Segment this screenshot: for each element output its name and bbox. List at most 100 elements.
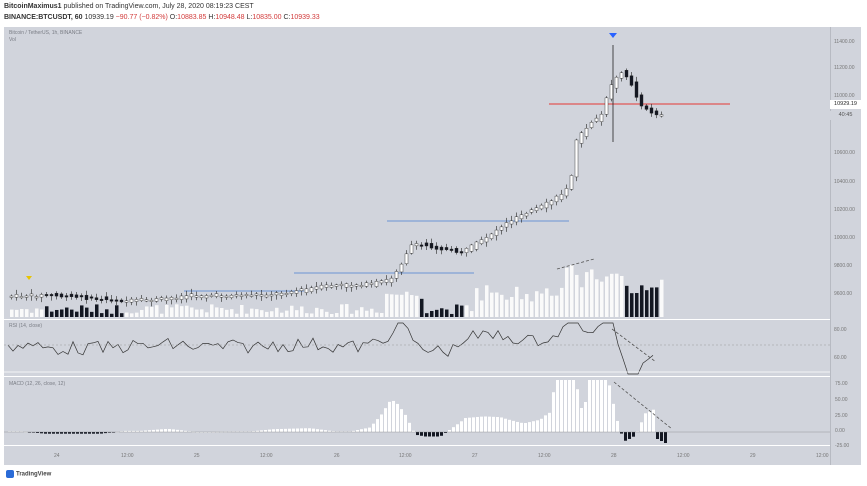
macd-histogram-bar <box>660 432 663 441</box>
price-axis[interactable]: 11400.00 11200.00 11000.00 10600.00 1040… <box>830 27 862 465</box>
volume-bar <box>630 293 634 317</box>
volume-bar <box>35 308 39 317</box>
macd-histogram-bar <box>456 424 459 432</box>
volume-bar <box>360 307 364 317</box>
volume-bar <box>410 295 414 317</box>
volume-bar <box>195 309 199 317</box>
bar-countdown: 40:45 <box>830 111 861 120</box>
candle-body <box>249 294 254 297</box>
volume-bar <box>235 313 239 317</box>
macd-histogram-bar <box>396 403 399 432</box>
candle-body <box>79 295 84 298</box>
macd-histogram-bar <box>416 432 419 436</box>
volume-bar <box>635 293 639 317</box>
candle-body <box>574 139 579 178</box>
candle-body <box>379 280 384 284</box>
macd-histogram-bar <box>468 417 471 432</box>
candle-body <box>129 298 134 303</box>
macd-histogram-bar <box>16 431 19 432</box>
macd-histogram-bar <box>296 428 299 432</box>
macd-histogram-bar <box>432 432 435 437</box>
macd-histogram-bar <box>408 422 411 432</box>
candle-body <box>509 220 514 225</box>
volume-bar <box>290 305 294 317</box>
candle-body <box>104 296 109 301</box>
volume-bar <box>545 288 549 317</box>
volume-bar <box>370 308 374 317</box>
volume-bar <box>15 309 19 317</box>
volume-bar <box>85 307 89 317</box>
volume-bar <box>660 279 664 317</box>
pane-separator-macd[interactable] <box>4 376 830 377</box>
volume-bar <box>275 307 279 317</box>
macd-histogram-bar <box>620 432 623 434</box>
author-name[interactable]: BitcoinMaximus1 <box>4 3 62 10</box>
volume-bar <box>350 313 354 317</box>
macd-histogram-bar <box>324 430 327 432</box>
time-tick: 26 <box>334 453 340 459</box>
macd-histogram-bar <box>264 429 267 432</box>
macd-histogram-bar <box>352 430 355 432</box>
macd-histogram-bar <box>536 420 539 432</box>
candle-body <box>589 121 594 128</box>
candle-body <box>24 295 29 298</box>
price-chart-canvas[interactable] <box>4 27 830 465</box>
candle-body <box>369 282 374 285</box>
volume-bar <box>405 291 409 317</box>
chart-area[interactable]: Bitcoin / TetherUS, 1h, BINANCE Vol RSI … <box>4 27 861 465</box>
candle-body <box>219 295 224 298</box>
candle-body <box>334 284 339 287</box>
macd-histogram-bar <box>384 408 387 432</box>
volume-bar <box>25 309 29 317</box>
price-tick: 9800.00 <box>834 263 853 269</box>
volume-bar <box>540 293 544 317</box>
time-tick: 12:00 <box>260 453 273 459</box>
macd-histogram-bar <box>312 428 315 432</box>
candle-body <box>594 117 599 122</box>
footer: TradingView <box>0 465 867 486</box>
volume-bar <box>575 274 579 317</box>
macd-histogram-bar <box>60 432 63 434</box>
volume-bar <box>460 305 464 317</box>
candle-body <box>394 271 399 279</box>
volume-bar <box>230 309 234 317</box>
volume-bar <box>110 313 114 317</box>
open-value: 10883.85 <box>177 14 207 21</box>
volume-label: Vol <box>9 37 16 43</box>
candle-body <box>154 298 159 302</box>
volume-bar <box>60 309 64 317</box>
volume-bar <box>530 301 534 317</box>
candle-body <box>274 292 279 296</box>
time-tick: 24 <box>54 453 60 459</box>
macd-histogram-bar <box>72 432 75 434</box>
macd-trendline <box>613 381 673 430</box>
volume-bar <box>315 307 319 317</box>
volume-bar <box>495 292 499 317</box>
candle-body <box>399 263 404 273</box>
volume-bar <box>355 310 359 317</box>
volume-bar <box>130 313 134 317</box>
publish-info: published on TradingView.com, July 28, 2… <box>61 3 254 10</box>
candle-body <box>439 246 444 251</box>
macd-histogram-bar <box>436 432 439 437</box>
macd-histogram-bar <box>52 432 55 434</box>
candle-body <box>554 195 559 203</box>
candle-body <box>19 296 24 299</box>
candle-body <box>134 299 139 302</box>
tradingview-logo[interactable]: TradingView <box>6 470 51 478</box>
pane-separator-rsi[interactable] <box>4 319 830 320</box>
macd-histogram-bar <box>308 428 311 432</box>
macd-histogram-bar <box>564 380 567 432</box>
macd-histogram-bar <box>256 430 259 432</box>
macd-histogram-bar <box>88 432 91 434</box>
macd-histogram-bar <box>76 432 79 434</box>
time-tick: 12:00 <box>677 453 690 459</box>
volume-bar <box>10 309 14 317</box>
macd-histogram-bar <box>252 431 255 432</box>
price-tick: 11400.00 <box>834 39 855 45</box>
volume-bar <box>585 272 589 317</box>
candle-body <box>569 175 574 190</box>
candle-body <box>464 248 469 253</box>
macd-histogram-bar <box>340 431 343 433</box>
macd-tick: 75.00 <box>835 381 848 387</box>
